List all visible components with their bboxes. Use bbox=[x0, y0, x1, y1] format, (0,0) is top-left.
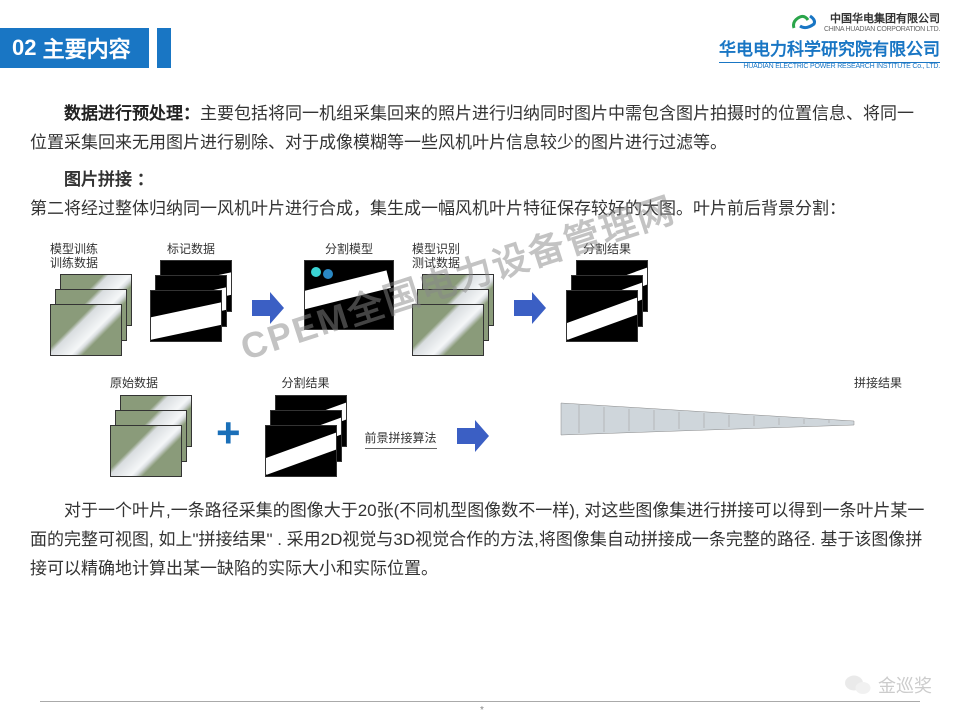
paragraph-preprocess: 数据进行预处理：主要包括将同一机组采集回来的照片进行归纳同时图片中需包含图片拍摄… bbox=[30, 100, 930, 158]
label-model: 分割模型 bbox=[325, 242, 373, 256]
label-stitchresult: 拼接结果 bbox=[854, 376, 902, 390]
stack-segresult bbox=[566, 260, 648, 342]
stack-raw bbox=[110, 395, 192, 477]
label-test: 模型识别 测试数据 bbox=[412, 242, 460, 271]
stage-seg2: 分割结果 bbox=[265, 376, 347, 476]
institute-name-cn: 华电电力科学研究院有限公司 bbox=[719, 35, 940, 63]
model-box bbox=[304, 260, 394, 330]
stage-test: 模型识别 测试数据 bbox=[412, 242, 494, 357]
institute-name-en: HUADIAN ELECTRIC POWER RESEARCH INSTITUT… bbox=[719, 63, 940, 70]
diagram-row-2: 原始数据 + 分割结果 前景拼接算法 拼接结果 bbox=[110, 376, 910, 476]
stage-train-data: 模型训练 训练数据 bbox=[50, 242, 132, 357]
section-title-text: 主要内容 bbox=[43, 32, 131, 64]
subtitle-stitch: 图片拼接 ： bbox=[30, 166, 930, 195]
stage-seg-result: 分割结果 bbox=[566, 242, 648, 342]
corp-name-cn: 中国华电集团有限公司 bbox=[824, 10, 940, 26]
label-segresult: 分割结果 bbox=[583, 242, 631, 256]
company-logo-block: 中国华电集团有限公司 CHINA HUADIAN CORPORATION LTD… bbox=[719, 10, 940, 70]
diagram-row-1: 模型训练 训练数据 标记数据 分割模型 模型识别 测试数据 bbox=[50, 242, 910, 357]
title-gap bbox=[149, 28, 157, 68]
stage-labeled: 标记数据 bbox=[150, 242, 232, 342]
corp-logo-line: 中国华电集团有限公司 CHINA HUADIAN CORPORATION LTD… bbox=[719, 10, 940, 33]
section-title-bar: 02 主要内容 bbox=[0, 28, 171, 68]
stage-stitch-result: 拼接结果 bbox=[509, 376, 910, 450]
corp-name-en: CHINA HUADIAN CORPORATION LTD. bbox=[824, 26, 940, 33]
label-train: 模型训练 训练数据 bbox=[50, 242, 98, 271]
wechat-label: 金巡奖 bbox=[878, 672, 932, 698]
title-accent bbox=[157, 28, 171, 68]
footer-divider bbox=[40, 701, 920, 702]
footer-marker: * bbox=[480, 705, 484, 716]
section-title: 02 主要内容 bbox=[0, 28, 149, 68]
content-bottom: 对于一个叶片,一条路径采集的图像大于20张(不同机型图像数不一样), 对这些图像… bbox=[0, 497, 960, 602]
label-labeled: 标记数据 bbox=[167, 242, 215, 256]
label-fg-stitch: 前景拼接算法 bbox=[365, 429, 437, 449]
paragraph-bottom: 对于一个叶片,一条路径采集的图像大于20张(不同机型图像数不一样), 对这些图像… bbox=[30, 497, 930, 584]
lead-preprocess: 数据进行预处理： bbox=[64, 104, 200, 123]
label-raw: 原始数据 bbox=[110, 376, 158, 390]
plus-symbol: + bbox=[210, 409, 247, 457]
section-number: 02 bbox=[12, 35, 36, 61]
diagram-area: 模型训练 训练数据 标记数据 分割模型 模型识别 测试数据 bbox=[0, 242, 960, 477]
stack-labeled bbox=[150, 260, 232, 342]
stack-seg2 bbox=[265, 395, 347, 477]
stage-model: 分割模型 bbox=[304, 242, 394, 330]
text-stitch: 第二将经过整体归纳同一风机叶片进行合成，集生成一幅风机叶片特征保存较好的大图。叶… bbox=[30, 195, 930, 224]
stack-train-photos bbox=[50, 274, 132, 356]
arrow-icon bbox=[250, 290, 286, 326]
wechat-badge: 金巡奖 bbox=[844, 672, 932, 698]
content-area: 数据进行预处理：主要包括将同一机组采集回来的照片进行归纳同时图片中需包含图片拍摄… bbox=[0, 80, 960, 234]
arrow-icon bbox=[512, 290, 548, 326]
stack-test bbox=[412, 274, 494, 356]
label-seg2: 分割结果 bbox=[282, 376, 330, 390]
wechat-icon bbox=[844, 673, 872, 697]
huadian-logo-icon bbox=[790, 12, 818, 32]
stage-raw: 原始数据 bbox=[110, 376, 192, 476]
stitched-blade bbox=[559, 395, 859, 451]
arrow-icon bbox=[455, 418, 491, 454]
slide-header: 02 主要内容 中国华电集团有限公司 CHINA HUADIAN CORPORA… bbox=[0, 0, 960, 80]
